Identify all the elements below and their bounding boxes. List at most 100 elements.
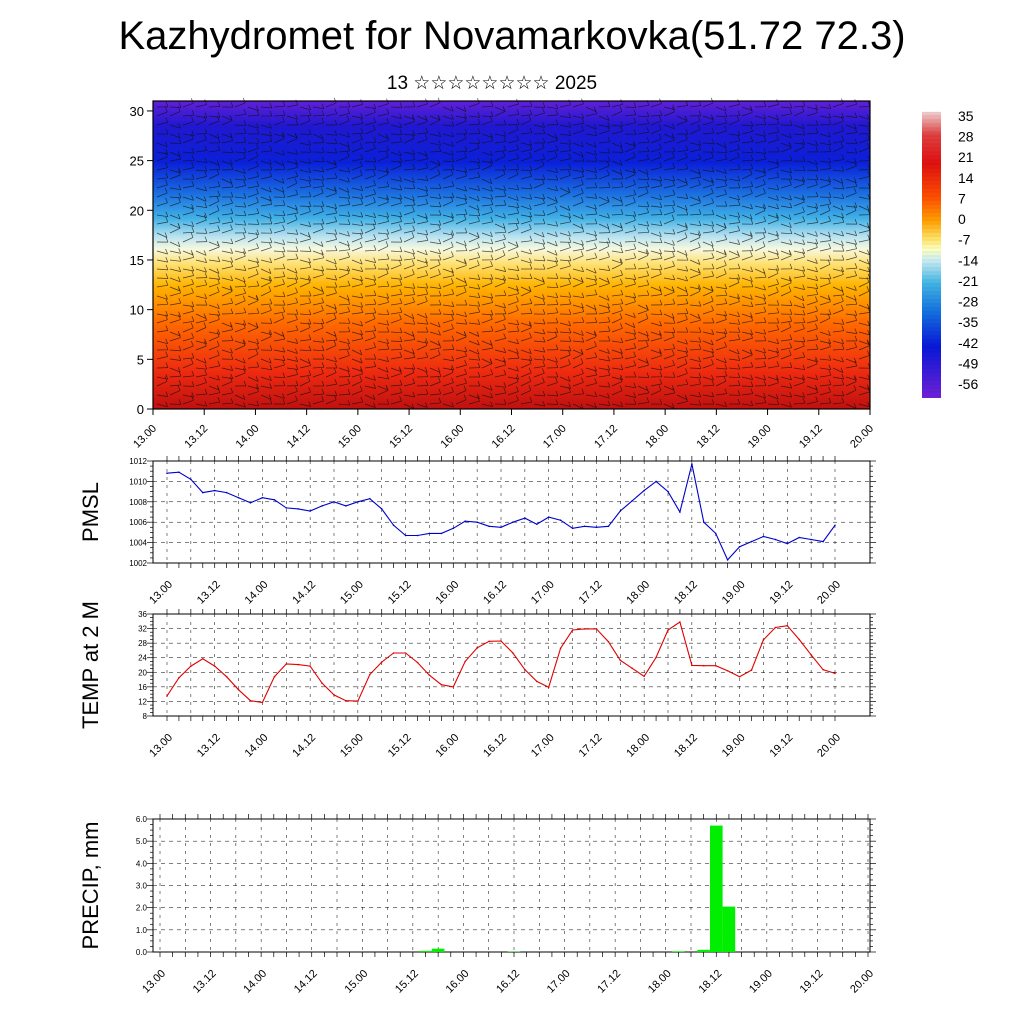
wind-barb-flag [178, 138, 182, 144]
x-tick-label: 19.12 [798, 968, 826, 996]
wind-barb [832, 286, 844, 292]
colorbar-label: -7 [958, 232, 971, 248]
wind-barb-flag [815, 266, 818, 273]
wind-barb-flag [698, 110, 702, 116]
wind-barb-flag [737, 293, 740, 299]
wind-barb [403, 250, 415, 255]
wind-barb-flag [360, 153, 364, 160]
wind-barb [286, 176, 298, 180]
wind-barb [702, 363, 714, 369]
wind-barb [637, 309, 649, 315]
wind-barb-flag [541, 368, 545, 374]
wind-barb-flag [412, 163, 416, 170]
wind-barb-flag [554, 151, 558, 157]
wind-barb [845, 295, 857, 301]
wind-barb-flag [711, 114, 714, 120]
wind-barb-flag [555, 119, 559, 125]
wind-barb-flag [867, 114, 870, 120]
wind-barb [715, 169, 727, 174]
wind-barb [247, 124, 259, 129]
wind-barb-flag [477, 306, 481, 313]
wind-barb-flag [646, 305, 649, 311]
wind-barb [559, 391, 571, 396]
wind-barb-flag [476, 331, 480, 337]
wind-barb-flag [802, 239, 806, 245]
wind-barb [429, 164, 441, 171]
wind-barb [624, 257, 636, 261]
wind-barb [819, 232, 831, 238]
wind-barb [403, 258, 415, 261]
wind-barb-flag [347, 231, 350, 237]
wind-barb-flag [659, 231, 662, 237]
wind-barb-flag [269, 329, 273, 335]
wind-barb-flag [178, 332, 181, 338]
data-point [714, 532, 717, 535]
wind-barb-flag [489, 150, 493, 156]
wind-barb-flag [282, 246, 286, 252]
wind-barb-flag [334, 234, 338, 240]
wind-barb [624, 214, 636, 217]
wind-barb [481, 196, 493, 200]
wind-barb-flag [178, 287, 181, 294]
wind-barb [429, 160, 441, 166]
chart-subtitle: 13 ☆☆☆☆☆☆☆☆ 2025 [386, 73, 598, 94]
wind-barb-flag [542, 243, 546, 249]
wind-barb-flag [581, 317, 585, 323]
wind-barb [403, 204, 416, 207]
wind-barb-flag [399, 279, 403, 286]
data-point [273, 499, 276, 501]
wind-barb [520, 327, 532, 333]
wind-barb [806, 363, 818, 369]
wind-barb-flag [788, 277, 792, 284]
wind-barb [312, 340, 324, 343]
wind-barb-flag [334, 147, 338, 154]
wind-barb [325, 142, 338, 144]
y-tick-label: 1004 [129, 539, 147, 548]
wind-barb [624, 219, 636, 225]
wind-barb-flag [633, 109, 637, 115]
wind-barb-flag [827, 313, 831, 319]
wind-barb-flag [763, 397, 767, 403]
wind-barb-flag [386, 373, 390, 380]
wind-barb [286, 282, 298, 288]
wind-barb [624, 240, 637, 243]
wind-barb-flag [490, 199, 494, 205]
wind-barb [364, 193, 376, 198]
data-point [369, 497, 371, 500]
wind-barb-flag [646, 146, 650, 152]
wind-barb-flag [607, 156, 611, 162]
wind-barb-flag [321, 297, 325, 303]
wind-barb-flag [789, 228, 793, 234]
wind-barb [442, 169, 455, 171]
wind-barb [520, 349, 532, 355]
wind-barb-flag [425, 175, 429, 181]
wind-barb [208, 168, 221, 171]
wind-barb [546, 196, 558, 202]
wind-barb-flag [347, 244, 351, 250]
wind-barb-flag [373, 275, 377, 281]
wind-barb-flag [541, 178, 545, 184]
wind-barb [832, 294, 844, 297]
wind-barb-flag [503, 382, 507, 388]
data-point [225, 491, 228, 494]
wind-barb-flag [750, 251, 753, 257]
wind-barb [845, 365, 857, 369]
wind-barb-flag [685, 144, 689, 151]
wind-barb-flag [178, 123, 181, 129]
wind-barb [663, 286, 675, 292]
wind-barb [429, 393, 441, 396]
wind-barb-flag [580, 250, 584, 256]
wind-barb-flag [633, 371, 637, 378]
wind-barb [208, 345, 220, 351]
data-point [774, 538, 777, 541]
wind-barb-flag [854, 299, 858, 305]
wind-barb [299, 232, 311, 238]
wind-barb [676, 178, 688, 184]
wind-barb-flag [360, 228, 364, 235]
wind-barb [442, 313, 455, 316]
wind-barb-flag [802, 165, 806, 171]
wind-barb [741, 214, 753, 220]
wind-barb-flag [399, 395, 402, 402]
wind-barb [728, 133, 740, 136]
data-point [345, 505, 347, 507]
